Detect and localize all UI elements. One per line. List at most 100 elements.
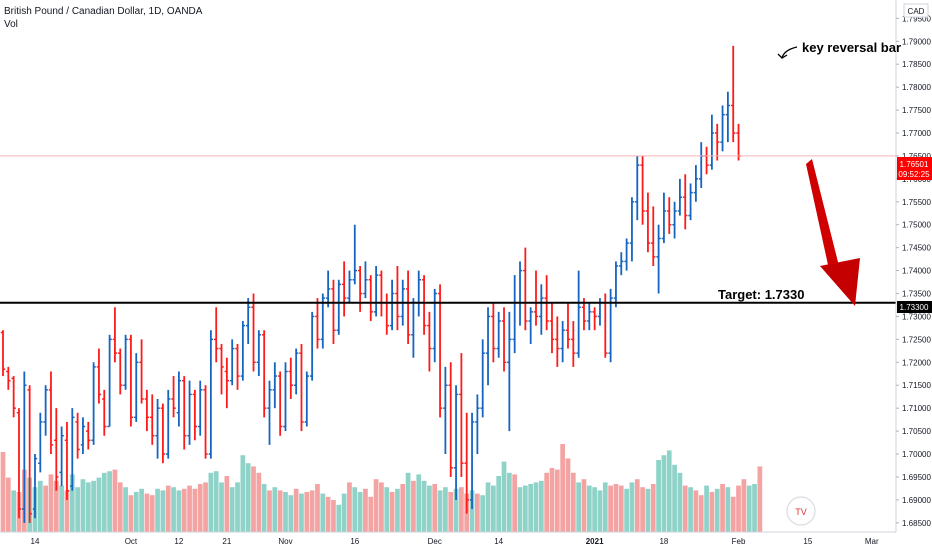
ohlc-bar [613, 261, 619, 308]
volume-bar [0, 452, 6, 532]
ohlc-bar [560, 321, 565, 363]
volume-bar [123, 487, 128, 532]
volume-bar [629, 482, 635, 532]
ohlc-bar [667, 197, 672, 234]
volume-bar [650, 484, 656, 532]
ohlc-bar [309, 311, 315, 381]
ohlc-bar [245, 298, 251, 344]
ohlc-bar [283, 362, 288, 432]
volume-bar [666, 450, 672, 532]
volume-bar [384, 487, 390, 532]
volume-bar [544, 472, 550, 532]
svg-text:TV: TV [795, 507, 807, 517]
y-tick-label: 1.78500 [902, 60, 931, 69]
ohlc-bar [624, 238, 629, 271]
ohlc-bar [384, 293, 389, 335]
volume-bar [427, 485, 432, 532]
ohlc-bar [453, 385, 459, 500]
volume-bar [570, 472, 576, 532]
key-reversal-annotation: key reversal bar [802, 40, 901, 55]
ohlc-bar [70, 408, 75, 491]
currency-label: CAD [908, 7, 925, 16]
ohlc-bar [336, 279, 341, 335]
volume-bar [554, 469, 560, 532]
chart-title: British Pound / Canadian Dollar, 1D, OAN… [4, 6, 203, 17]
ohlc-bar [96, 348, 102, 404]
volume-bar [533, 482, 539, 532]
volume-bar [331, 500, 336, 532]
volume-bar [634, 479, 640, 532]
ohlc-bar [38, 412, 43, 473]
volume-bar [624, 488, 629, 532]
volume-bar [757, 466, 763, 532]
volume-bar [469, 490, 475, 532]
y-tick-label: 1.74500 [902, 244, 931, 253]
volume-bar [421, 480, 427, 532]
ohlc-bar [224, 357, 230, 409]
volume-bar [395, 488, 400, 532]
volume-bar [320, 493, 326, 532]
y-tick-label: 1.77000 [902, 129, 931, 138]
volume-bar [181, 488, 187, 532]
volume-bar [725, 487, 731, 532]
ohlc-bar [656, 224, 661, 294]
volume-bar [197, 484, 203, 532]
ohlc-bar [416, 270, 421, 317]
ohlc-bar [166, 389, 171, 459]
ohlc-bar [293, 348, 299, 395]
volume-bar [741, 479, 747, 532]
ohlc-bar [629, 197, 635, 262]
volume-bar [709, 492, 715, 532]
y-tick-label: 1.69000 [902, 496, 931, 505]
volume-bar [730, 496, 736, 532]
volume-bar [672, 464, 677, 532]
y-tick-label: 1.70500 [902, 427, 931, 436]
volume-bar [117, 482, 123, 532]
ohlc-bar [0, 330, 6, 377]
y-tick-label: 1.79500 [902, 14, 931, 23]
volume-bar [448, 492, 454, 532]
ohlc-bar [16, 408, 22, 519]
y-tick-label: 1.76500 [902, 152, 931, 161]
ohlc-bar [347, 270, 352, 303]
ohlc-bar [389, 279, 395, 331]
ohlc-bar [565, 302, 571, 349]
ohlc-bars [0, 45, 741, 523]
volume-bar [48, 474, 54, 532]
ohlc-bar [688, 183, 693, 221]
ohlc-bar [251, 293, 256, 372]
volume-bar [416, 474, 422, 532]
y-tick-label: 1.79000 [902, 37, 931, 46]
x-tick-label: 14 [494, 537, 503, 546]
key-reversal-pointer [781, 46, 798, 59]
volume-bar [501, 461, 507, 532]
ohlc-bar [91, 362, 96, 445]
tradingview-logo: TV [786, 496, 816, 526]
volume-bar [229, 487, 235, 532]
volume-bar [59, 485, 64, 532]
volume-bar [373, 479, 379, 532]
volume-bar [112, 469, 118, 532]
volume-bar [506, 472, 512, 532]
volume-bar [235, 482, 240, 532]
ohlc-bar [27, 385, 32, 523]
volume-bars [0, 444, 763, 532]
volume-bar [245, 463, 251, 532]
ohlc-bar [198, 380, 203, 436]
volume-bar [192, 488, 198, 532]
ohlc-bar [693, 165, 699, 202]
volume-bar [677, 472, 683, 532]
y-tick-label: 1.78000 [902, 83, 931, 92]
currency-box[interactable] [903, 3, 929, 18]
axes [0, 0, 897, 533]
ohlc-bar [523, 247, 528, 331]
volume-bar [304, 492, 310, 532]
ohlc-bar [11, 376, 16, 418]
volume-bar [288, 495, 294, 532]
volume-bar [96, 477, 102, 532]
ohlc-bar [235, 343, 240, 390]
x-tick-label: 15 [803, 537, 812, 546]
ohlc-bar [491, 302, 496, 363]
volume-bar [69, 474, 75, 532]
